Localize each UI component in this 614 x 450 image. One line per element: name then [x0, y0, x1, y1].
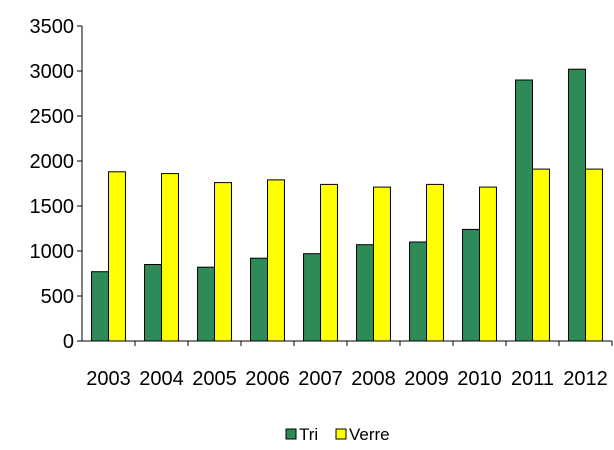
- bar-verre-2009: [426, 183, 444, 342]
- y-tick-label: 2500: [30, 106, 75, 128]
- x-tick-label: 2010: [457, 368, 502, 390]
- bar-verre-2010: [479, 186, 497, 342]
- bar-verre-2005: [214, 182, 232, 342]
- bar-tri-2004: [144, 264, 162, 342]
- bar-tri-2007: [303, 253, 322, 342]
- bar-verre-2006: [267, 179, 285, 342]
- y-tick-label: 0: [63, 331, 74, 353]
- y-tick-label: 2000: [30, 151, 75, 173]
- bar-tri-2003: [91, 271, 109, 342]
- bar-verre-2004: [161, 173, 179, 342]
- x-tick-label: 2004: [139, 368, 184, 390]
- bar-verre-2008: [373, 186, 391, 342]
- bar-tri-2011: [515, 79, 533, 342]
- y-axis: 0 500 1000 1500 2000 2500 3000 3500: [30, 16, 612, 353]
- legend-swatch-tri: [285, 428, 297, 440]
- x-tick-label: 2007: [298, 368, 343, 390]
- x-tick-label: 2006: [245, 368, 290, 390]
- x-tick-label: 2008: [351, 368, 396, 390]
- legend: Tri Verre: [285, 425, 390, 444]
- x-tick-label: 2005: [192, 368, 237, 390]
- legend-label-tri: Tri: [299, 425, 318, 444]
- y-tick-label: 3500: [30, 16, 75, 38]
- bars: [91, 68, 603, 342]
- x-axis-labels: 2003 2004 2005 2006 2007 2008 2009 2010 2011 2012: [86, 341, 613, 390]
- x-tick-label: 2009: [404, 368, 449, 390]
- y-tick-label: 500: [41, 286, 74, 308]
- y-tick-label: 3000: [30, 61, 75, 83]
- bar-tri-2006: [250, 257, 268, 342]
- x-tick-label: 2011: [511, 368, 554, 390]
- bar-verre-2003: [108, 171, 126, 342]
- bar-verre-2012: [585, 168, 603, 342]
- legend-label-verre: Verre: [349, 425, 390, 444]
- bar-tri-2008: [356, 244, 375, 342]
- bar-verre-2011: [532, 168, 550, 342]
- bar-tri-2010: [462, 228, 481, 342]
- x-tick-label: 2003: [86, 368, 131, 390]
- bar-tri-2009: [409, 241, 428, 342]
- bar-verre-2007: [320, 183, 338, 342]
- y-tick-label: 1500: [30, 196, 75, 218]
- y-tick-label: 1000: [30, 241, 75, 263]
- legend-swatch-verre: [335, 428, 347, 440]
- bar-tri-2005: [197, 266, 215, 342]
- bar-tri-2012: [568, 68, 586, 342]
- x-tick-label: 2012: [563, 368, 608, 390]
